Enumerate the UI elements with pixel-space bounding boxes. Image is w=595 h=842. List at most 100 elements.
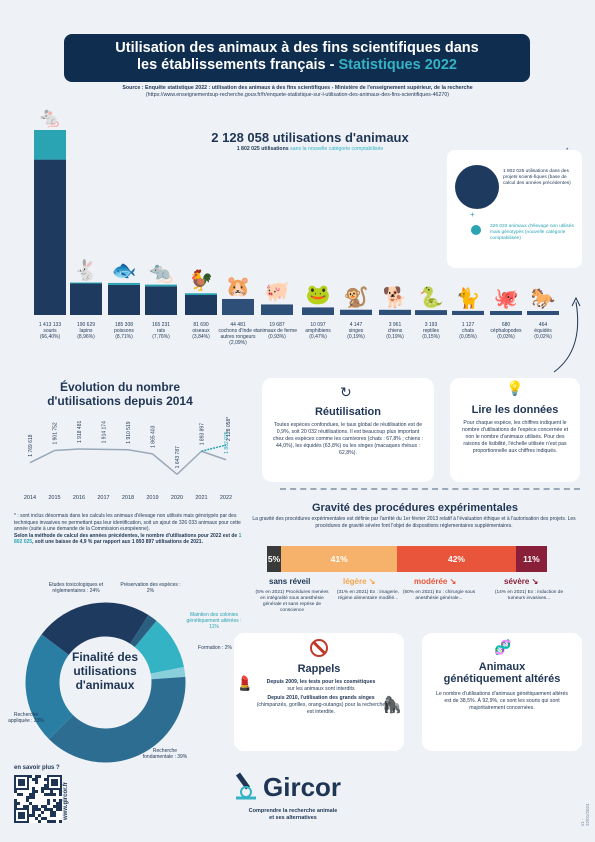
species-label: 81 690 oiseaux (3,84%) bbox=[176, 322, 226, 340]
lire-text: Pour chaque espèce, les chiffres indique… bbox=[461, 420, 569, 454]
dna-icon: 🧬 bbox=[494, 639, 512, 655]
species-name: chiens bbox=[387, 328, 403, 334]
octopus-icon: 🐙 bbox=[493, 287, 519, 310]
species-label: 190 629 lapins (8,96%) bbox=[61, 322, 111, 340]
lightbulb-icon: 💡 bbox=[506, 380, 524, 396]
snake-icon: 🐍 bbox=[418, 287, 444, 310]
donut-label-appliquee: Recherche appliquée : 23% bbox=[8, 712, 44, 724]
genetique-text: Le nombre d'utilisations d'animaux génét… bbox=[435, 691, 569, 711]
evolution-note2: Selon la méthode de calcul des années pr… bbox=[14, 532, 242, 546]
evolution-year-label: 2018 bbox=[122, 495, 134, 501]
gravite-item-name: sans réveil bbox=[269, 577, 311, 586]
donut-slice-0 bbox=[41, 602, 149, 655]
evolution-point-label: 1 901 752 bbox=[53, 422, 59, 444]
evolution-year-label: 2020 bbox=[171, 495, 183, 501]
species-name: lapins bbox=[79, 328, 93, 334]
species-name: poissons bbox=[114, 328, 134, 334]
genetique-card: 🧬 Animaux génétiquement altérés Le nombre… bbox=[422, 633, 582, 751]
species-percent: (0,15%) bbox=[422, 334, 440, 340]
monkey-icon: 🐒 bbox=[343, 286, 369, 309]
species-name: animaux de ferme bbox=[256, 328, 298, 334]
species-value: 81 690 bbox=[193, 322, 209, 328]
species-name: équidés bbox=[534, 328, 552, 334]
arrow-curve bbox=[553, 296, 581, 373]
species-value: 680 bbox=[501, 322, 511, 328]
evolution-point-label: 1 769 618 bbox=[28, 434, 34, 456]
donut-slice-5 bbox=[25, 634, 73, 740]
gravite-bar: 5% 41% 42% 11% bbox=[267, 546, 547, 572]
gravite-title: Gravité des procédures expérimentales bbox=[311, 502, 519, 514]
species-bar-13 bbox=[527, 310, 559, 315]
cosmetics-icon: 💄 bbox=[236, 675, 254, 691]
species-label: 165 231 rats (7,76%) bbox=[136, 322, 186, 340]
species-percent: (7,76%) bbox=[152, 334, 170, 340]
gravite-segment: 42% bbox=[397, 546, 516, 572]
species-label: 3 193 reptiles (0,15%) bbox=[406, 322, 456, 340]
genetique-title: Animaux génétiquement altérés bbox=[443, 661, 561, 685]
species-percent: (66,40%) bbox=[39, 334, 61, 340]
evolution-point-label: 1 893 897 bbox=[200, 423, 206, 445]
gravite-segment: 5% bbox=[267, 546, 282, 572]
species-bar-6 bbox=[261, 304, 293, 315]
species-percent: (0,47%) bbox=[309, 334, 327, 340]
species-label: 464 équidés (0,02%) bbox=[518, 322, 568, 340]
species-value: 190 629 bbox=[76, 322, 96, 328]
species-percent: (0,19%) bbox=[386, 334, 404, 340]
lire-title: Lire les données bbox=[471, 404, 559, 416]
species-percent: (0,03%) bbox=[497, 334, 515, 340]
horse-icon: 🐎 bbox=[530, 287, 556, 310]
source-url[interactable]: (https://www.enseignementsup-recherche.g… bbox=[145, 92, 450, 98]
species-label: 1 413 133 souris (66,40%) bbox=[25, 322, 75, 340]
dashed-divider bbox=[280, 488, 580, 490]
donut-label-preservation: Préservation des espèces : 2% bbox=[120, 582, 181, 594]
species-bar-9 bbox=[379, 309, 411, 315]
species-bar-chart bbox=[34, 130, 559, 315]
species-name: amphibiens bbox=[305, 328, 331, 334]
evolution-line-segment bbox=[54, 448, 80, 452]
species-value: 185 308 bbox=[114, 322, 134, 328]
species-label: 680 céphalopodes (0,03%) bbox=[481, 322, 531, 340]
species-value: 1 127 bbox=[461, 322, 475, 328]
header-title-box: Utilisation des animaux à des fins scien… bbox=[64, 34, 530, 82]
species-value: 3 193 bbox=[424, 322, 438, 328]
donut-label-etudes: Etudes toxicologiques et réglementaires … bbox=[48, 582, 104, 594]
forbidden-icon bbox=[310, 639, 328, 657]
guinea-pig-icon: 🐹 bbox=[225, 275, 251, 298]
species-label: 44 481 cochons d'Inde et autres rongeurs(… bbox=[213, 322, 263, 346]
rappels-line2: Depuis 2010, l'utilisation des grands si… bbox=[256, 695, 386, 715]
gravite-item-name: modérée ↘ bbox=[414, 577, 457, 586]
gravite-segment: 11% bbox=[515, 546, 547, 572]
evolution-point-label: 1 643 787 bbox=[175, 446, 181, 468]
species-value: 464 bbox=[538, 322, 548, 328]
footer-url[interactable]: www.gircor.fr bbox=[63, 781, 69, 820]
evolution-year-label: 2019 bbox=[146, 495, 158, 501]
gravite-item-detail: (14% en 2021) Ex : induction de tumeurs … bbox=[494, 590, 564, 601]
species-percent: (8,96%) bbox=[77, 334, 95, 340]
reutilisation-text: Toutes espèces confondues, le taux globa… bbox=[272, 422, 424, 456]
cat-icon: 🐈 bbox=[455, 287, 481, 310]
donut-label-fondamentale: Recherche fondamentale : 39% bbox=[142, 748, 188, 760]
species-percent: (2,09%) bbox=[229, 340, 247, 346]
microscope-icon bbox=[228, 768, 260, 802]
gravite-item-name: sévère ↘ bbox=[504, 577, 539, 586]
sub-total: 1 802 025 utilisations sans la nouvelle … bbox=[236, 146, 384, 152]
species-value: 44 481 bbox=[230, 322, 246, 328]
evolution-point-label: 1 918 481 bbox=[77, 421, 83, 443]
evolution-line-chart: 1 769 618 2014 1 901 752 2015 1 918 481 2016 1… bbox=[24, 417, 232, 501]
reutilisation-card: ↻ Réutilisation Toutes espèces confondue… bbox=[262, 378, 434, 482]
legend-teal-dot bbox=[471, 225, 481, 235]
species-percent: (3,84%) bbox=[192, 334, 210, 340]
species-bar-8 bbox=[340, 309, 372, 315]
species-bar-7 bbox=[302, 307, 334, 315]
donut-slice-3 bbox=[150, 667, 186, 680]
evolution-year-label: 2014 bbox=[24, 495, 36, 501]
species-label: 19 687 animaux de ferme (0,93%) bbox=[252, 322, 302, 340]
species-label: 4 147 singes (0,19%) bbox=[331, 322, 381, 340]
evolution-year-label: 2021 bbox=[195, 495, 207, 501]
qr-code[interactable] bbox=[14, 775, 62, 823]
evolution-total-line bbox=[201, 444, 227, 452]
species-value: 10 097 bbox=[310, 322, 326, 328]
species-label: 1 127 chats (0,05%) bbox=[443, 322, 493, 340]
rat-icon: 🐀 bbox=[148, 261, 174, 284]
species-bar-5 bbox=[222, 298, 254, 315]
